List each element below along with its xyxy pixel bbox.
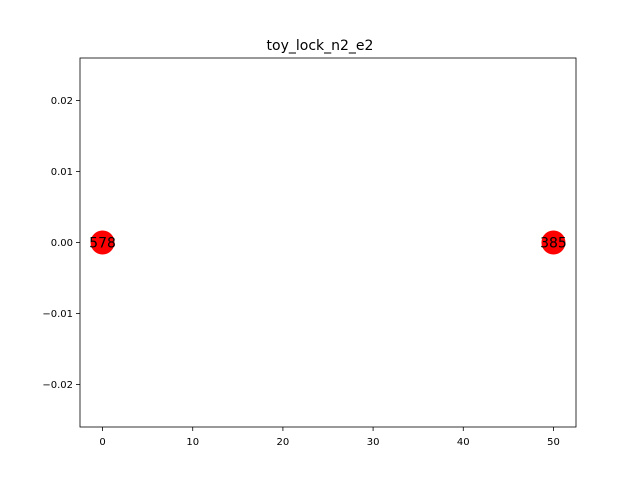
data-label: 578 xyxy=(89,236,116,252)
y-tick-label: −0.02 xyxy=(42,380,73,391)
x-tick-label: 10 xyxy=(186,437,199,448)
y-tick-label: 0.02 xyxy=(51,96,73,107)
x-tick-label: 40 xyxy=(457,437,470,448)
data-point xyxy=(541,230,566,255)
y-tick-label: 0.01 xyxy=(51,167,73,178)
x-tick-label: 50 xyxy=(547,437,560,448)
data-label: 385 xyxy=(540,236,567,252)
x-tick-label: 0 xyxy=(99,437,105,448)
plot-area: 0 10 20 30 40 50 0.02 0.01 0.00 −0.01 −0.02 578 385 xyxy=(42,57,577,448)
y-tick-label: 0.00 xyxy=(51,238,73,249)
axes-frame xyxy=(79,57,577,428)
y-tick-label: −0.01 xyxy=(42,309,73,320)
x-tick-label: 20 xyxy=(277,437,290,448)
data-point xyxy=(90,230,115,255)
x-tick-label: 30 xyxy=(367,437,380,448)
chart-title: toy_lock_n2_e2 xyxy=(267,38,374,54)
